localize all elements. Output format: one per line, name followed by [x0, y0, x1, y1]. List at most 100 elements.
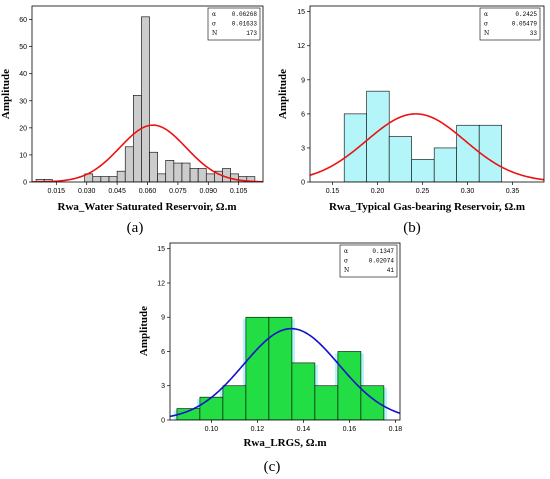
- bar-c-5: [291, 362, 316, 420]
- plot-frame-c: [169, 242, 401, 421]
- x-axis-label-a: Rwa_Water Saturated Reservoir, Ω.m: [58, 201, 237, 213]
- x-tick-label-a-2: 0.045: [108, 188, 126, 195]
- y-tick-label-a-4: 40: [19, 71, 27, 78]
- stats-mean-symbol-a: α: [212, 11, 216, 18]
- x-tick-label-b-1: 0.20: [371, 188, 385, 195]
- stats-sd-symbol-c: σ: [344, 258, 348, 265]
- stats-n-symbol-a: N: [212, 30, 217, 37]
- y-tick-label-b-5: 15: [297, 9, 305, 16]
- bar-c-1: [199, 396, 224, 420]
- y-tick-label-c-4: 12: [157, 280, 165, 287]
- bar-b-5: [456, 124, 480, 182]
- stats-sd-symbol-b: σ: [484, 21, 488, 28]
- panel-b: 0 3 6 9 12 15 0.15 0.20 0.25 0.30 0.35 Rwa_Typical …: [277, 5, 545, 236]
- stats-box-a: α 0.06268 σ 0.01633 N 173: [207, 7, 261, 41]
- normal-fit-curve-c: [170, 327, 400, 418]
- stats-box-b: α 0.2425 σ 0.05479 N 33: [479, 7, 541, 41]
- stats-sd-value-c: 0.02074: [369, 258, 395, 265]
- stats-box-c: α 0.1347 σ 0.02074 N 41: [339, 244, 398, 278]
- x-tick-label-a-5: 0.090: [200, 188, 218, 195]
- bar-a-11: [124, 146, 134, 182]
- y-tick-label-c-2: 6: [161, 349, 165, 356]
- panel-a: 0 10 20 30 40 50 60 0.015 0.030 0.045 0.060 0.075 0.…: [0, 5, 264, 236]
- x-axis-label-c: Rwa_LRGS, Ω.m: [243, 437, 326, 449]
- bar-a-7: [92, 176, 102, 182]
- y-axis-label-b: Amplitude: [277, 69, 289, 119]
- stats-mean-value-b: 0.2425: [515, 11, 537, 18]
- stats-sd-value-b: 0.05479: [512, 21, 538, 28]
- y-tick-label-c-3: 9: [161, 315, 165, 322]
- bar-b-6: [478, 124, 503, 182]
- bar-a-18: [181, 162, 191, 182]
- bar-a-17: [173, 162, 183, 182]
- plot-area-a: [32, 16, 263, 182]
- stats-mean-symbol-c: α: [344, 248, 348, 255]
- x-tick-label-a-0: 0.015: [48, 188, 66, 195]
- stats-mean-value-c: 0.1347: [372, 248, 394, 255]
- x-tick-label-a-3: 0.060: [139, 188, 157, 195]
- panel-label-c: (c): [264, 459, 281, 475]
- bar-b-3: [411, 158, 435, 182]
- x-axis-label-b: Rwa_Typical Gas-bearing Reservoir, Ω.m: [329, 201, 525, 213]
- plot-area-c: [170, 316, 400, 420]
- bar-a-14: [149, 151, 158, 182]
- stats-sd-value-a: 0.01633: [232, 21, 258, 28]
- y-tick-label-b-4: 12: [297, 43, 305, 50]
- y-tick-label-b-0: 0: [301, 180, 305, 187]
- y-tick-label-b-1: 3: [301, 145, 305, 152]
- x-tick-label-c-3: 0.16: [343, 426, 357, 433]
- x-tick-label-c-0: 0.10: [205, 426, 219, 433]
- x-tick-label-c-2: 0.14: [297, 426, 311, 433]
- y-tick-label-a-0: 0: [23, 180, 27, 187]
- bar-b-4: [433, 147, 458, 182]
- bar-a-9: [108, 176, 118, 182]
- normal-fit-curve-a: [32, 124, 263, 182]
- bar-a-1: [43, 178, 53, 182]
- stats-box-frame-a: [207, 7, 261, 41]
- y-tick-label-c-5: 15: [157, 246, 165, 253]
- y-tick-label-b-2: 6: [301, 111, 305, 118]
- stats-n-symbol-b: N: [484, 30, 489, 37]
- plot-frame-b: [309, 5, 545, 183]
- x-tick-label-b-2: 0.25: [416, 188, 430, 195]
- bar-b-1: [366, 90, 390, 182]
- bar-a-10: [116, 170, 126, 182]
- bar-a-15: [157, 173, 167, 182]
- stats-n-value-a: 173: [246, 30, 257, 37]
- x-tick-label-a-4: 0.075: [169, 188, 187, 195]
- stats-box-frame-b: [479, 7, 541, 41]
- x-tick-label-a-1: 0.030: [78, 188, 96, 195]
- stats-n-symbol-c: N: [344, 267, 349, 274]
- y-tick-label-a-1: 10: [19, 152, 27, 159]
- x-tick-label-b-4: 0.35: [506, 188, 520, 195]
- bar-b-2: [388, 136, 413, 182]
- y-tick-label-a-5: 50: [19, 44, 27, 51]
- y-tick-label-a-2: 20: [19, 125, 27, 132]
- bar-a-13: [141, 16, 150, 182]
- bar-a-21: [205, 173, 215, 182]
- bar-a-16: [165, 160, 175, 182]
- bar-a-12: [133, 95, 142, 182]
- x-tick-label-b-3: 0.30: [461, 188, 475, 195]
- bar-c-3: [245, 316, 270, 420]
- normal-fit-curve-b: [310, 113, 544, 181]
- y-tick-label-a-3: 30: [19, 98, 27, 105]
- y-tick-label-b-3: 9: [301, 77, 305, 84]
- panel-label-a: (a): [127, 220, 144, 236]
- y-axis-label-a: Amplitude: [0, 69, 12, 119]
- stats-n-value-c: 41: [387, 267, 395, 274]
- y-tick-label-c-1: 3: [161, 383, 165, 390]
- stats-mean-symbol-b: α: [484, 11, 488, 18]
- y-axis-label-c: Amplitude: [138, 306, 150, 356]
- plot-area-b: [310, 90, 544, 182]
- bar-a-8: [100, 176, 110, 182]
- bar-c-4: [268, 316, 293, 420]
- panel-c: 0 3 6 9 12 15 0.10 0.12 0.14 0.16 0.18 Rwa_LRGS, Ω.…: [138, 242, 402, 475]
- stats-box-frame-c: [339, 244, 398, 278]
- bar-a-20: [197, 168, 207, 182]
- bar-c-6: [314, 385, 339, 420]
- stats-sd-symbol-a: σ: [212, 21, 216, 28]
- y-tick-label-c-0: 0: [161, 418, 165, 425]
- x-tick-label-c-1: 0.12: [251, 426, 265, 433]
- bar-b-0: [343, 113, 368, 182]
